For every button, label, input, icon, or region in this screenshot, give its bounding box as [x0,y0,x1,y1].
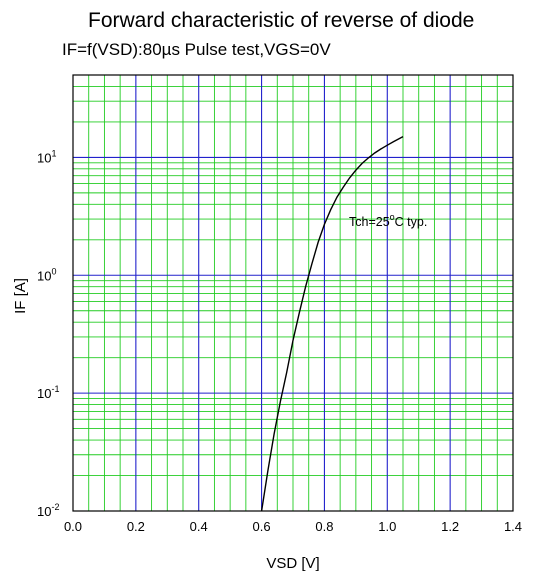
y-tick-label: 100 [37,266,56,283]
y-tick-labels: 10-2 10-1 100 101 [37,148,59,519]
x-tick-label: 0.6 [253,519,271,534]
chart-title: Forward characteristic of reverse of dio… [88,9,475,32]
x-tick-label: 1.0 [378,519,396,534]
minor-grid [73,75,513,511]
x-tick-labels: 0.0 0.2 0.4 0.6 0.8 1.0 1.2 1.4 [64,519,522,534]
x-axis-label: VSD [V] [266,555,319,572]
x-tick-label: 0.2 [127,519,145,534]
y-tick-label: 10-2 [37,502,59,519]
x-tick-label: 0.4 [190,519,208,534]
x-tick-label: 1.2 [441,519,459,534]
x-tick-label: 1.4 [504,519,522,534]
annotation-label: Tch=25oC typ. [349,212,427,229]
x-tick-label: 0.0 [64,519,82,534]
x-tick-label: 0.8 [315,519,333,534]
y-tick-label: 10-1 [37,384,59,401]
y-axis-label: IF [A] [12,278,29,314]
y-tick-label: 101 [37,148,56,165]
chart-subtitle: IF=f(VSD):80µs Pulse test,VGS=0V [62,40,331,59]
major-grid [73,75,513,511]
series-line [260,135,404,512]
plot-frame [72,74,514,512]
